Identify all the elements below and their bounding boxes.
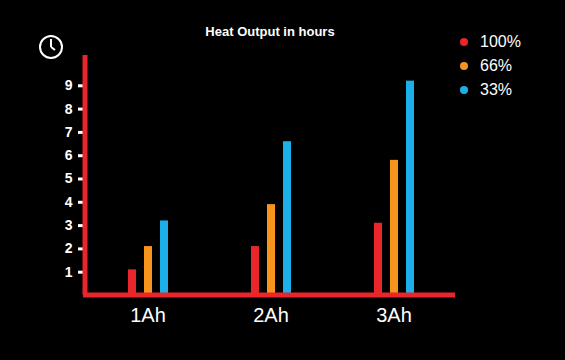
svg-text:9: 9	[65, 77, 73, 93]
svg-text:1Ah: 1Ah	[130, 304, 166, 326]
svg-text:5: 5	[65, 170, 73, 186]
html-text:Heat Output in hours: Heat Output in hours	[205, 24, 335, 39]
svg-text:6: 6	[65, 147, 73, 163]
html-text:100%: 100%	[480, 33, 521, 50]
svg-text:8: 8	[65, 101, 73, 117]
html-text:66%: 66%	[480, 57, 512, 74]
svg-text:3: 3	[65, 217, 73, 233]
svg-text:1: 1	[65, 264, 73, 280]
svg-text:4: 4	[65, 194, 73, 210]
svg-text:2Ah: 2Ah	[253, 304, 289, 326]
html-text:33%: 33%	[480, 81, 512, 98]
svg-text:2: 2	[65, 240, 73, 256]
svg-text:7: 7	[65, 124, 73, 140]
svg-text:3Ah: 3Ah	[376, 304, 412, 326]
